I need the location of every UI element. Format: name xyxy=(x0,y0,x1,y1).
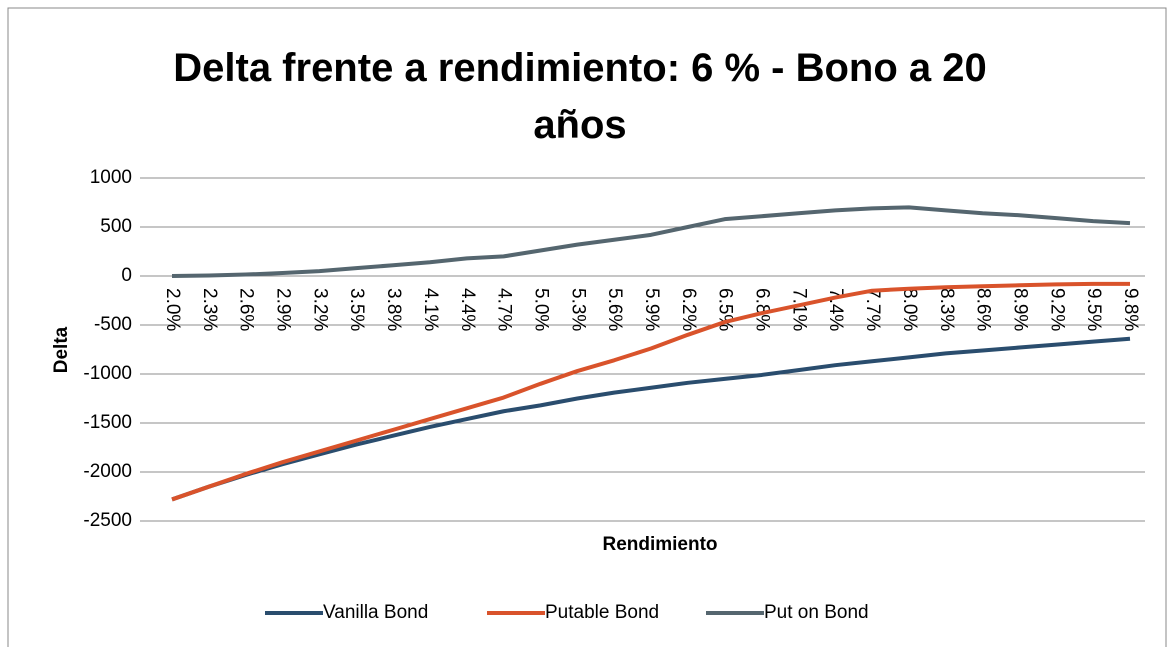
series-line xyxy=(171,205,1131,278)
chart-border xyxy=(7,7,1167,647)
x-tick-label: 5.0% xyxy=(530,288,551,331)
x-tick-label: 8.9% xyxy=(1009,288,1030,331)
x-tick-label: 4.7% xyxy=(494,288,515,331)
x-tick-label: 9.2% xyxy=(1046,288,1067,331)
x-tick-label: 3.5% xyxy=(346,288,367,331)
y-tick-label: 0 xyxy=(121,265,132,286)
series-line xyxy=(171,281,1130,502)
x-tick-label: 4.1% xyxy=(420,288,441,331)
y-tick-label: -2000 xyxy=(83,461,132,482)
x-tick-label: 5.9% xyxy=(641,288,662,331)
x-tick-label: 2.6% xyxy=(236,288,257,331)
x-tick-label: 5.6% xyxy=(604,288,625,331)
x-tick-label: 8.3% xyxy=(936,288,957,331)
y-tick-label: -500 xyxy=(94,314,132,335)
y-tick-label: -1000 xyxy=(83,363,132,384)
legend-label: Putable Bond xyxy=(545,602,659,623)
x-tick-label: 9.5% xyxy=(1083,288,1104,331)
x-tick-label: 9.8% xyxy=(1120,288,1141,331)
x-tick-label: 6.2% xyxy=(678,288,699,331)
x-tick-label: 8.0% xyxy=(899,288,920,331)
x-tick-label: 3.8% xyxy=(383,288,404,331)
x-tick-label: 2.9% xyxy=(273,288,294,331)
x-tick-label: 4.4% xyxy=(457,288,478,331)
y-tick-label: 1000 xyxy=(90,167,132,188)
y-tick-label: -2500 xyxy=(83,510,132,531)
x-tick-label: 2.3% xyxy=(199,288,220,331)
x-tick-label: 8.6% xyxy=(973,288,994,331)
y-tick-label: 500 xyxy=(100,216,132,237)
x-tick-label: 2.0% xyxy=(162,288,183,331)
x-tick-label: 5.3% xyxy=(567,288,588,331)
y-tick-label: -1500 xyxy=(83,412,132,433)
x-tick-label: 7.1% xyxy=(788,288,809,331)
legend-label: Vanilla Bond xyxy=(323,602,428,623)
legend-label: Put on Bond xyxy=(764,602,869,623)
x-tick-label: 6.8% xyxy=(752,288,773,331)
x-tick-label: 7.7% xyxy=(862,288,883,331)
y-axis-label: Delta xyxy=(51,326,72,373)
chart-title: Delta frente a rendimiento: 6 % - Bono a… xyxy=(173,46,987,147)
x-tick-label: 3.2% xyxy=(309,288,330,331)
x-axis-label: Rendimiento xyxy=(602,534,717,555)
series-line xyxy=(171,336,1131,502)
